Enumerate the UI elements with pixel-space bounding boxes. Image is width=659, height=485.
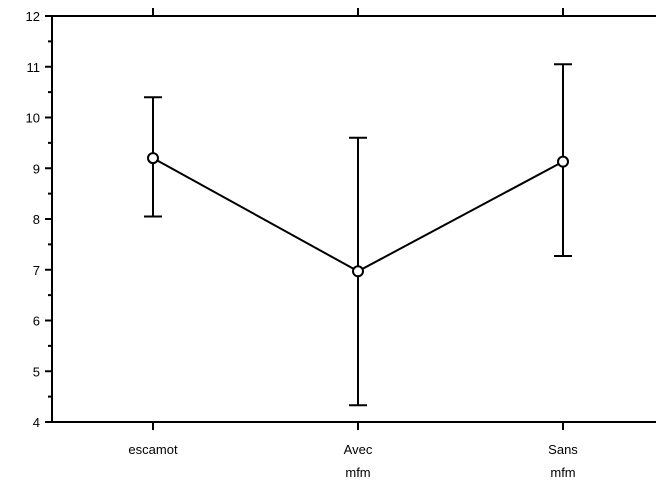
x-tick-label: Sans (548, 442, 578, 457)
x-tick-label: mfm (550, 465, 575, 480)
x-tick-label: Avec (344, 442, 373, 457)
x-tick-label: mfm (345, 465, 370, 480)
y-tick-label: 5 (33, 364, 40, 379)
data-point (557, 155, 569, 168)
y-axis: 4 5 6 7 8 9 10 11 12 (26, 9, 52, 430)
y-tick-label: 7 (33, 263, 40, 278)
y-tick-label: 12 (26, 9, 40, 24)
y-tick-label: 9 (33, 161, 40, 176)
y-tick-label: 10 (26, 111, 40, 126)
data-point (147, 152, 159, 165)
series (144, 63, 572, 407)
y-tick-label: 11 (27, 60, 41, 75)
plot-frame (51, 15, 656, 423)
y-tick-label: 6 (33, 314, 40, 329)
data-point (352, 265, 364, 278)
y-tick-label: 8 (33, 212, 40, 227)
x-axis: escamot Avec mfm Sans mfm (128, 8, 578, 480)
y-tick-label: 4 (33, 415, 40, 430)
x-tick-label: escamot (128, 442, 178, 457)
